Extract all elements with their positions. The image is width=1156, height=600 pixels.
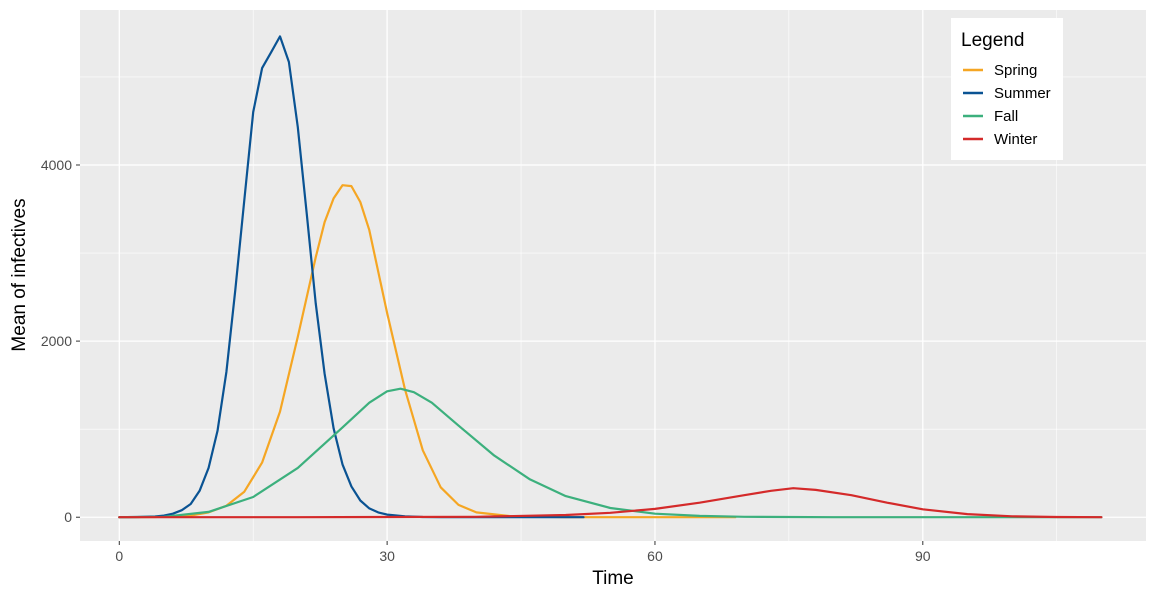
y-tick-label: 0 bbox=[64, 509, 72, 525]
series-line-summer bbox=[118, 35, 585, 519]
legend-label-summer: Summer bbox=[994, 85, 1051, 102]
x-axis-title: Time bbox=[592, 568, 634, 589]
x-tick-label: 30 bbox=[379, 548, 395, 564]
x-tick-label: 0 bbox=[115, 548, 123, 564]
x-tick-label: 90 bbox=[915, 548, 931, 564]
legend-title: Legend bbox=[961, 30, 1024, 51]
x-tick-label: 60 bbox=[647, 548, 663, 564]
legend-label-spring: Spring bbox=[994, 62, 1037, 79]
legend-background bbox=[951, 18, 1063, 160]
series-line-winter bbox=[118, 487, 1103, 519]
legend-label-winter: Winter bbox=[994, 131, 1037, 148]
y-axis: 0 2000 4000 bbox=[41, 157, 80, 525]
y-axis-title: Mean of infectives bbox=[9, 198, 30, 351]
series-line-spring bbox=[118, 184, 737, 519]
y-tick-label: 4000 bbox=[41, 157, 72, 173]
legend-label-fall: Fall bbox=[994, 108, 1018, 125]
x-axis: 0 30 60 90 bbox=[115, 541, 931, 564]
legend-items: Spring Summer Fall Winter bbox=[963, 62, 1051, 148]
y-tick-label: 2000 bbox=[41, 333, 72, 349]
legend: Legend Spring Summer Fall Winter bbox=[951, 18, 1063, 160]
series-lines bbox=[118, 35, 1103, 519]
series-line-fall bbox=[118, 387, 1103, 519]
